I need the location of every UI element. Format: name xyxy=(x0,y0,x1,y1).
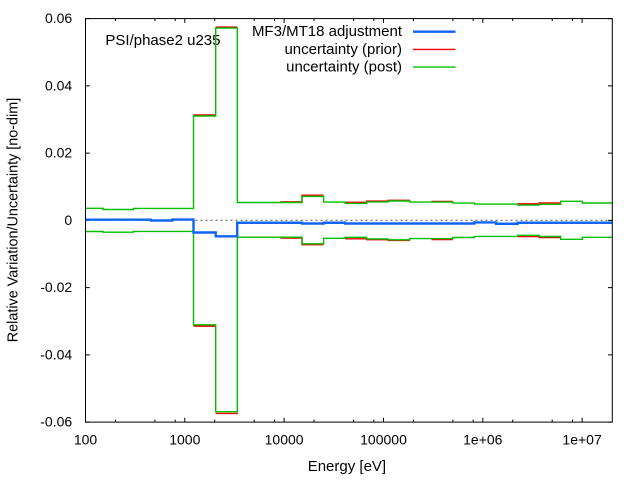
svg-text:100000: 100000 xyxy=(360,431,407,447)
svg-text:0.04: 0.04 xyxy=(45,77,72,93)
svg-text:PSI/phase2 u235: PSI/phase2 u235 xyxy=(105,32,220,49)
svg-text:0.06: 0.06 xyxy=(45,10,72,26)
svg-text:1e+07: 1e+07 xyxy=(562,431,602,447)
svg-text:100: 100 xyxy=(74,431,98,447)
svg-text:0: 0 xyxy=(64,212,72,228)
svg-text:1000: 1000 xyxy=(169,431,200,447)
svg-text:-0.06: -0.06 xyxy=(40,414,72,430)
svg-text:uncertainty (prior): uncertainty (prior) xyxy=(284,41,402,58)
svg-text:0.02: 0.02 xyxy=(45,145,72,161)
svg-text:uncertainty (post): uncertainty (post) xyxy=(286,59,402,76)
svg-text:-0.04: -0.04 xyxy=(40,347,72,363)
svg-text:1e+06: 1e+06 xyxy=(463,431,503,447)
svg-text:10000: 10000 xyxy=(265,431,304,447)
svg-text:Relative Variation/Uncertainty: Relative Variation/Uncertainty [no-dim] xyxy=(6,98,22,342)
svg-text:MF3/MT18 adjustment: MF3/MT18 adjustment xyxy=(252,23,403,40)
svg-text:-0.02: -0.02 xyxy=(40,279,72,295)
svg-text:Energy [eV]: Energy [eV] xyxy=(308,458,386,475)
